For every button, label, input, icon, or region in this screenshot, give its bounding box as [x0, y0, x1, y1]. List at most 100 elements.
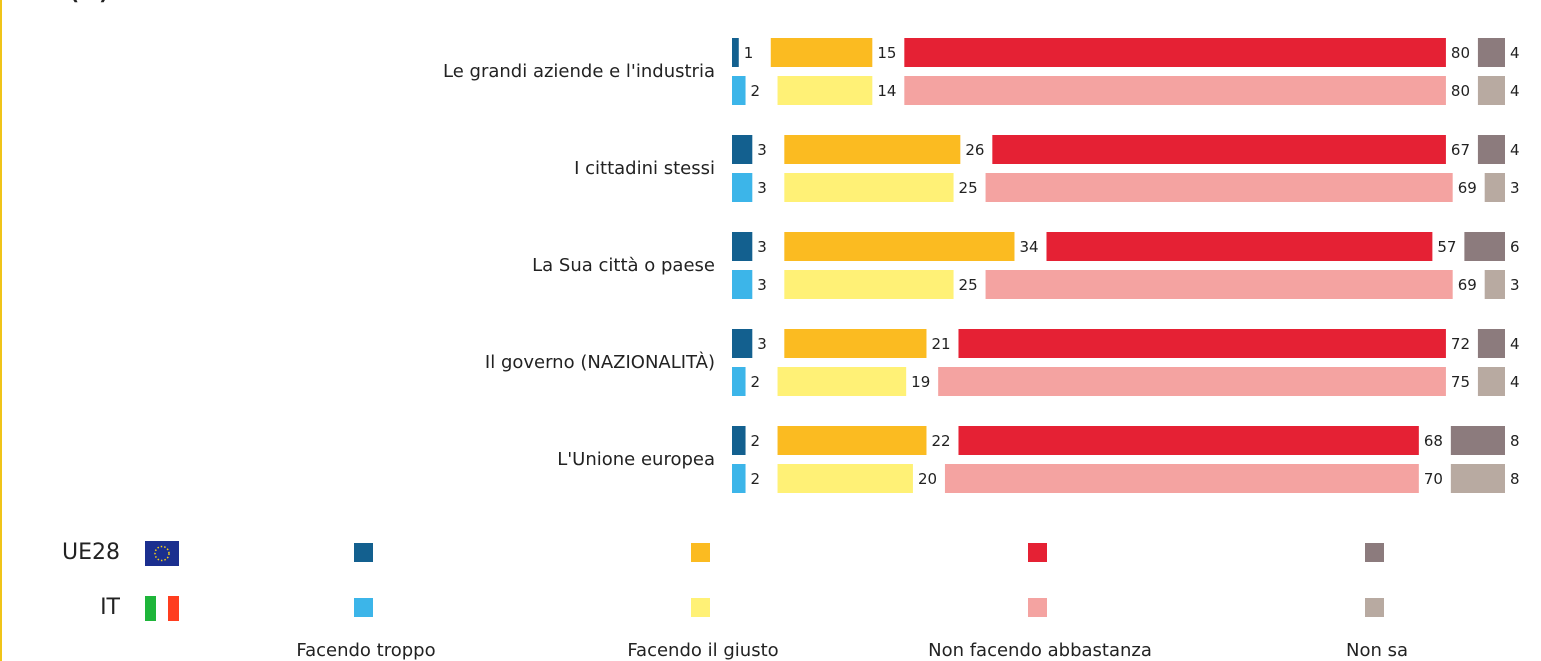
value-label: 25 [959, 179, 978, 197]
value-label: 68 [1424, 432, 1443, 450]
bar-segment [777, 76, 873, 105]
value-label: 80 [1451, 44, 1470, 62]
bar-segment [938, 367, 1446, 396]
legend-swatch [1028, 543, 1047, 562]
bar-segment [777, 464, 913, 493]
value-label: 3 [1510, 179, 1520, 197]
legend-swatch [691, 598, 710, 617]
value-label: 26 [965, 141, 984, 159]
value-label: 2 [751, 373, 761, 391]
bar-segment [777, 426, 927, 455]
legend-swatch [691, 543, 710, 562]
value-label: 80 [1451, 82, 1470, 100]
bar-segment [985, 173, 1453, 202]
value-label: 20 [918, 470, 937, 488]
legend-label: Facendo troppo [296, 640, 435, 661]
flag-eu [145, 541, 179, 566]
value-label: 3 [757, 238, 767, 256]
value-label: 8 [1510, 470, 1520, 488]
bar-segment [1477, 135, 1505, 164]
value-label: 4 [1510, 335, 1520, 353]
bar-segment [1477, 38, 1505, 67]
legend-label: Facendo il giusto [627, 640, 778, 661]
value-label: 3 [757, 179, 767, 197]
flag-it [145, 596, 179, 621]
bar-segment [784, 329, 927, 358]
bar-segment [985, 270, 1453, 299]
bar-segment [958, 426, 1419, 455]
legend-swatch [354, 543, 373, 562]
value-label: 67 [1451, 141, 1470, 159]
bar-segment [732, 270, 753, 299]
category-label: L'Unione europea [557, 449, 715, 470]
value-label: 4 [1510, 44, 1520, 62]
bar-segment [958, 329, 1446, 358]
value-label: 2 [751, 432, 761, 450]
bar-segment [1477, 329, 1505, 358]
bar-segment [904, 38, 1446, 67]
bar-segment [1484, 270, 1505, 299]
value-label: 3 [757, 276, 767, 294]
unit-label: (%) [70, 0, 108, 5]
value-label: 2 [751, 82, 761, 100]
bar-segment [1484, 173, 1505, 202]
bar-segment [732, 173, 753, 202]
legend-swatch [354, 598, 373, 617]
value-label: 2 [751, 470, 761, 488]
value-label: 69 [1458, 276, 1477, 294]
bar-segment [1464, 232, 1505, 261]
bar-segment [732, 367, 746, 396]
bar-segment [732, 135, 753, 164]
bar-segment [784, 270, 954, 299]
bar-segment [1450, 464, 1505, 493]
bar-segment [777, 367, 907, 396]
bar-segment [1477, 367, 1505, 396]
value-label: 1 [744, 44, 754, 62]
category-label: I cittadini stessi [574, 158, 715, 179]
bar-segment [732, 329, 753, 358]
bar-segment [1477, 76, 1505, 105]
value-label: 22 [931, 432, 950, 450]
bar-segment [732, 232, 753, 261]
value-label: 15 [877, 44, 896, 62]
bar-segment [732, 426, 746, 455]
value-label: 14 [877, 82, 896, 100]
value-label: 70 [1424, 470, 1443, 488]
value-label: 19 [911, 373, 930, 391]
bar-segment [784, 232, 1015, 261]
value-label: 57 [1437, 238, 1456, 256]
legend-swatch [1028, 598, 1047, 617]
value-label: 3 [757, 141, 767, 159]
bar-segment [784, 135, 961, 164]
value-label: 4 [1510, 141, 1520, 159]
legend-swatch [1365, 598, 1384, 617]
value-label: 4 [1510, 82, 1520, 100]
bar-segment [1046, 232, 1433, 261]
bar-segment [944, 464, 1419, 493]
bar-segment [770, 38, 873, 67]
value-label: 69 [1458, 179, 1477, 197]
value-label: 4 [1510, 373, 1520, 391]
category-label: Il governo (NAZIONALITÀ) [485, 351, 715, 373]
legend-group: IT [100, 595, 120, 620]
value-label: 25 [959, 276, 978, 294]
legend-group: UE28 [62, 540, 120, 565]
value-label: 3 [757, 335, 767, 353]
value-label: 72 [1451, 335, 1470, 353]
category-label: La Sua città o paese [532, 255, 715, 276]
bar-segment [1450, 426, 1505, 455]
value-label: 34 [1019, 238, 1038, 256]
category-label: Le grandi aziende e l'industria [443, 61, 715, 82]
legend-label: Non sa [1346, 640, 1408, 661]
bar-segment [732, 38, 739, 67]
bar-segment [732, 76, 746, 105]
value-label: 75 [1451, 373, 1470, 391]
value-label: 21 [931, 335, 950, 353]
bar-segment [784, 173, 954, 202]
bar-segment [992, 135, 1446, 164]
bar-segment [904, 76, 1446, 105]
legend-label: Non facendo abbastanza [928, 640, 1152, 661]
value-label: 3 [1510, 276, 1520, 294]
page-border [0, 0, 2, 661]
